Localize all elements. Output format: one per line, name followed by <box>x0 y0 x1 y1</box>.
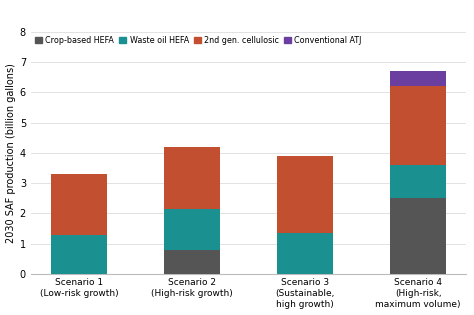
Bar <box>51 235 107 274</box>
Bar <box>51 174 107 235</box>
Bar <box>390 165 447 198</box>
Y-axis label: 2030 SAF production (billion gallons): 2030 SAF production (billion gallons) <box>6 63 16 243</box>
Legend: Crop-based HEFA, Waste oil HEFA, 2nd gen. cellulosic, Conventional ATJ: Crop-based HEFA, Waste oil HEFA, 2nd gen… <box>35 36 362 45</box>
Bar <box>390 71 447 86</box>
Bar <box>390 86 447 165</box>
Bar <box>164 147 220 209</box>
Bar <box>164 209 220 250</box>
Bar <box>390 198 447 274</box>
Bar <box>164 250 220 274</box>
Bar <box>277 233 333 274</box>
Bar <box>277 156 333 233</box>
